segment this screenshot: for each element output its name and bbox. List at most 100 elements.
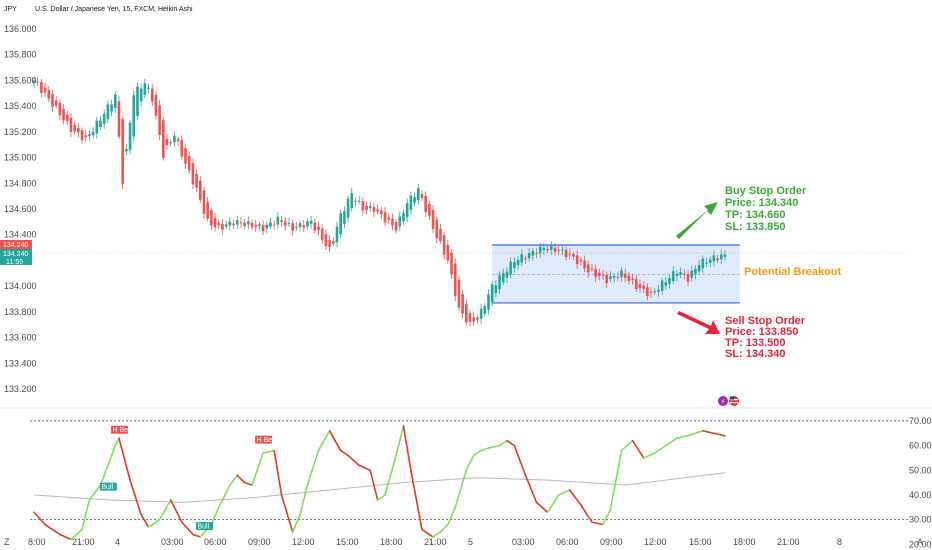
candle-body [705, 262, 708, 264]
oscillator-series [33, 425, 726, 541]
candle-body [295, 226, 298, 228]
candle-body [531, 250, 535, 256]
candle-body [583, 260, 586, 269]
osc-segment [535, 501, 549, 514]
osc-tick-label: 50.00 [909, 465, 932, 475]
time-tick-label: 15:00 [689, 537, 712, 547]
symbol-short: JPY [4, 6, 17, 13]
osc-segment [568, 489, 582, 506]
buy-line-1: Buy Stop Order [725, 185, 807, 197]
candle-body [128, 122, 132, 151]
bull-tag-label: Bull [101, 484, 113, 491]
candle-body [616, 276, 620, 278]
time-tick-label: 21:00 [72, 537, 95, 547]
candle-body [350, 193, 354, 209]
osc-segment [487, 444, 501, 449]
candle-body [520, 254, 524, 263]
time-tick-label: 03:00 [512, 537, 535, 547]
candle-body [476, 317, 479, 320]
candle-body [671, 271, 675, 281]
candle-body [346, 198, 350, 218]
candle-body [398, 216, 402, 227]
candle-body [65, 114, 69, 121]
osc-tick-label: 30.00 [909, 515, 932, 525]
osc-segment [713, 432, 726, 437]
candle-body [125, 148, 128, 152]
candle-body [612, 275, 616, 278]
lightning-event-icon[interactable] [718, 396, 728, 406]
time-tick-label: 09:00 [248, 537, 271, 547]
hbear-tag-box [110, 425, 128, 434]
candle-body [232, 223, 235, 226]
osc-segment [347, 454, 360, 467]
candle-body [265, 224, 269, 229]
candle-body [723, 254, 727, 257]
potential-breakout-label: Potential Breakout [744, 266, 842, 278]
candle-body [524, 258, 527, 260]
candle-body [213, 217, 217, 228]
candle-body [627, 275, 631, 282]
candle-body [121, 119, 124, 184]
osc-segment [299, 484, 309, 516]
lightning-glyph-icon: ⚡ [721, 398, 726, 406]
candle-body [642, 285, 645, 289]
time-tick-label: 18:00 [380, 537, 403, 547]
candle-body [483, 306, 487, 314]
osc-segment [147, 518, 161, 528]
osc-tick-label: 60.00 [909, 441, 932, 451]
osc-segment [358, 464, 372, 472]
candle-body [465, 303, 468, 323]
candle-body [32, 80, 36, 83]
osc-segment [402, 425, 412, 472]
price-tick-label: 133.600 [4, 333, 37, 343]
candle-body [428, 204, 431, 216]
osc-segment [376, 494, 386, 501]
auto-scale-a-icon[interactable]: A [917, 537, 923, 547]
candle-body [590, 268, 594, 270]
bull-tag-box [99, 482, 117, 491]
candle-body [302, 225, 306, 228]
candle-body [84, 135, 88, 138]
buy-line-2: Price: 134.340 [725, 197, 798, 209]
timezone-z-icon[interactable]: Z [4, 537, 10, 547]
osc-segment [169, 499, 183, 523]
buy-line-4: SL: 133.850 [725, 221, 786, 233]
candle-body [62, 109, 65, 121]
osc-segment [99, 464, 109, 486]
candle-body [335, 226, 339, 243]
candle-body [634, 279, 638, 289]
osc-segment [665, 437, 678, 447]
candle-body [283, 221, 287, 226]
candle-body [605, 275, 609, 283]
candle-body [306, 221, 309, 227]
candle-body [313, 222, 317, 231]
candle-body [575, 255, 579, 265]
osc-segment [369, 469, 379, 501]
candle-body [254, 225, 257, 228]
candle-body [487, 294, 490, 310]
time-tick-label: 8 [837, 537, 842, 547]
candle-body [88, 134, 91, 137]
candle-body [683, 273, 686, 275]
sell-arrow [677, 311, 720, 334]
candle-body [391, 218, 394, 226]
candle-body [191, 163, 195, 185]
price-tick-label: 134.800 [4, 178, 37, 188]
osc-segment [59, 533, 72, 541]
price-tick-label: 133.200 [4, 384, 37, 394]
candle-body [468, 313, 472, 322]
osc-segment [465, 454, 475, 472]
candle-body [516, 259, 520, 266]
osc-segment [140, 513, 150, 528]
candle-body [217, 222, 221, 226]
osc-segment [273, 449, 283, 496]
candle-body [261, 225, 265, 232]
candle-body [298, 223, 302, 228]
candle-body [187, 156, 191, 171]
candle-body [719, 254, 723, 260]
candle-body [513, 262, 516, 269]
price-tick-label: 135.600 [4, 75, 37, 85]
candle-body [623, 273, 627, 278]
candle-body [712, 255, 716, 262]
osc-segment [653, 444, 667, 454]
